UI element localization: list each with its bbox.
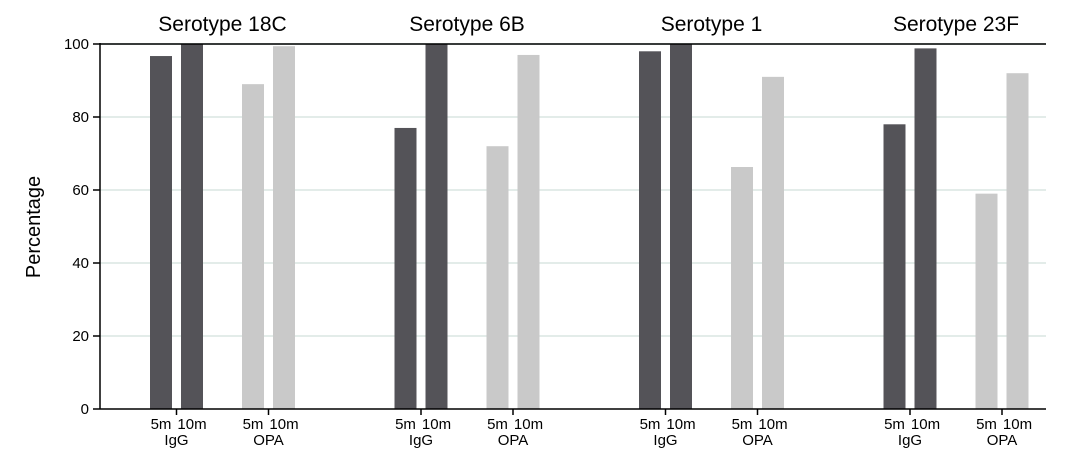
bar-opa-10m xyxy=(762,76,784,409)
panel-title: Serotype 23F xyxy=(893,13,1019,36)
bar-label: 10m xyxy=(666,416,695,433)
bar-opa-10m xyxy=(273,46,295,409)
bar-label: 10m xyxy=(1003,416,1032,433)
y-tick-label: 20 xyxy=(72,328,89,345)
group-label: IgG xyxy=(409,432,433,449)
bars xyxy=(150,44,1029,410)
bar-opa-10m xyxy=(1006,73,1029,409)
bar-igg-5m xyxy=(883,124,906,410)
panel-title: Serotype 6B xyxy=(409,13,525,36)
bar-label: 10m xyxy=(911,416,940,433)
group-label: OPA xyxy=(253,432,284,449)
y-tick-label: 100 xyxy=(64,36,89,53)
bar-label: 5m xyxy=(243,416,264,433)
bar-label: 5m xyxy=(395,416,416,433)
group-label: OPA xyxy=(742,432,773,449)
bar-igg-5m xyxy=(394,127,417,409)
bar-label: 5m xyxy=(732,416,753,433)
bar-igg-5m xyxy=(639,51,661,410)
bar-opa-5m xyxy=(975,193,998,409)
group-label: IgG xyxy=(898,432,922,449)
group-label: OPA xyxy=(987,432,1018,449)
bar-opa-5m xyxy=(486,146,509,409)
panel-title: Serotype 18C xyxy=(158,13,286,36)
bar-igg-10m xyxy=(425,44,448,409)
bar-label: 10m xyxy=(514,416,543,433)
bar-igg-10m xyxy=(914,48,937,409)
bar-label: 10m xyxy=(758,416,787,433)
bar-label: 10m xyxy=(422,416,451,433)
bar-label: 5m xyxy=(640,416,661,433)
bar-opa-5m xyxy=(242,84,264,410)
group-label: IgG xyxy=(164,432,188,449)
y-tick-label: 0 xyxy=(81,401,89,418)
bar-igg-5m xyxy=(150,56,172,410)
y-tick-label: 80 xyxy=(72,109,89,126)
y-tick-label: 40 xyxy=(72,255,89,272)
bar-label: 5m xyxy=(487,416,508,433)
bar-label: 5m xyxy=(976,416,997,433)
bar-opa-5m xyxy=(731,167,753,409)
panel-title: Serotype 1 xyxy=(661,13,763,36)
bar-label: 10m xyxy=(269,416,298,433)
group-label: IgG xyxy=(653,432,677,449)
bar-label: 5m xyxy=(151,416,172,433)
y-tick-label: 60 xyxy=(72,182,89,199)
axes xyxy=(93,43,1046,415)
y-axis-label: Percentage xyxy=(23,176,45,278)
bar-opa-10m xyxy=(517,54,540,409)
bar-label: 5m xyxy=(884,416,905,433)
group-label: OPA xyxy=(498,432,529,449)
bar-igg-10m xyxy=(181,44,203,409)
bar-label: 10m xyxy=(177,416,206,433)
bar-igg-10m xyxy=(670,44,692,409)
